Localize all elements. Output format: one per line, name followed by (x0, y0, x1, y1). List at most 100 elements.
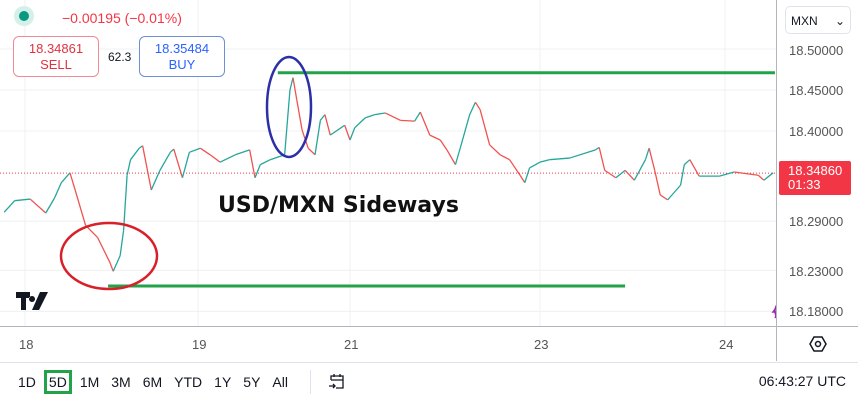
price-segment (667, 184, 682, 201)
price-segment (446, 149, 457, 165)
price-segment (595, 146, 600, 151)
price-segment (763, 172, 774, 181)
price-segment (69, 172, 76, 191)
price-segment (130, 147, 140, 161)
price-segment (689, 159, 700, 177)
price-segment (169, 148, 175, 153)
sell-button[interactable]: 18.34861 SELL (13, 36, 99, 77)
range-1d[interactable]: 1D (18, 374, 36, 390)
range-1y[interactable]: 1Y (214, 374, 232, 390)
price-segment (307, 147, 316, 156)
y-tick: 18.45000 (789, 83, 844, 98)
price-segment (400, 119, 415, 122)
price-segment (209, 154, 221, 163)
range-all[interactable]: All (272, 374, 288, 390)
tradingview-logo[interactable] (16, 292, 52, 315)
x-tick: 18 (19, 337, 34, 352)
price-segment (283, 89, 291, 155)
price-segment (374, 112, 386, 116)
price-segment (219, 154, 236, 163)
price-axis[interactable]: MXN ⌄ 18.50000 18.45000 18.40000 18.29000… (776, 0, 858, 326)
y-tick: 18.50000 (789, 43, 844, 58)
clock[interactable]: 06:43:27 UTC (758, 373, 846, 389)
price-segment (364, 113, 375, 119)
price-segment (474, 101, 481, 111)
price-segment (314, 120, 322, 155)
price-segment (142, 145, 152, 191)
price-segment (633, 159, 647, 181)
annotation-title: USD/MXN Sideways (218, 193, 459, 218)
price-segment (122, 175, 128, 231)
spread: 62.3 (108, 50, 132, 64)
price-segment (150, 170, 161, 191)
price-segment (679, 164, 685, 186)
price-segment (719, 171, 735, 177)
price-segment (126, 159, 132, 176)
price-segment (296, 99, 303, 131)
price-segment (529, 161, 541, 169)
price-segment (14, 198, 31, 202)
chevron-down-icon: ⌄ (834, 14, 845, 28)
price-segment (329, 124, 346, 136)
price-segment (53, 182, 62, 199)
price-segment (644, 148, 650, 160)
price-segment (189, 147, 201, 153)
price-segment (349, 127, 356, 141)
currency-select[interactable]: MXN ⌄ (785, 6, 851, 34)
bottom-toolbar: 1D 5D 1M 3M 6M YTD 1Y 5Y All 06:43:27 UT… (0, 362, 858, 401)
currency-label: MXN (791, 14, 818, 28)
price-segment (615, 169, 626, 179)
price-segment (734, 171, 759, 176)
price-segment (624, 169, 635, 181)
price-segment (654, 170, 661, 196)
price-segment (683, 159, 691, 166)
price-segment (757, 174, 765, 181)
x-tick: 23 (534, 337, 549, 352)
price-segment (173, 148, 184, 178)
price-segment (479, 109, 491, 146)
y-tick: 18.40000 (789, 124, 844, 139)
price-segment (112, 255, 121, 272)
gear-icon[interactable] (776, 327, 858, 361)
price-segment (598, 147, 606, 171)
price-segment (344, 125, 351, 141)
price-segment (509, 159, 521, 176)
price-segment (319, 114, 326, 121)
price-segment (499, 154, 510, 161)
low-circle-annotation (59, 221, 159, 291)
price-segment (3, 200, 16, 213)
price-segment (254, 164, 261, 178)
price-segment (74, 189, 87, 226)
bar-countdown: 01:33 (788, 177, 821, 192)
y-tick: 18.29000 (789, 214, 844, 229)
price-segment (324, 114, 331, 136)
range-ytd[interactable]: YTD (174, 374, 203, 390)
lightning-icon (771, 306, 776, 319)
price-segment (354, 117, 366, 129)
price-segment (524, 167, 531, 183)
buy-button[interactable]: 18.35484 BUY (139, 36, 225, 77)
calendar-goto-icon[interactable] (309, 370, 347, 394)
range-5d[interactable]: 5D (43, 370, 72, 394)
current-price-label: 18.34860 01:33 (779, 161, 851, 195)
price-segment (648, 148, 656, 171)
current-price: 18.34860 (788, 163, 843, 178)
range-3m[interactable]: 3M (111, 374, 131, 390)
price-segment (454, 148, 461, 165)
range-1m[interactable]: 1M (79, 374, 100, 390)
price-chart[interactable] (0, 0, 776, 326)
price-segment (45, 197, 55, 214)
range-6m[interactable]: 6M (142, 374, 163, 390)
price-segment (419, 111, 431, 136)
price-segment (249, 149, 256, 178)
sell-price: 18.34861 (28, 41, 84, 56)
price-segment (604, 169, 617, 179)
buy-label: BUY (168, 57, 196, 72)
y-tick: 18.18000 (789, 304, 844, 319)
price-segment (539, 159, 550, 163)
x-tick: 21 (344, 337, 359, 352)
range-5y[interactable]: 5Y (243, 374, 261, 390)
price-segment (97, 237, 111, 263)
time-axis[interactable]: 18 19 21 23 24 (0, 326, 858, 361)
price-segment (199, 147, 211, 156)
